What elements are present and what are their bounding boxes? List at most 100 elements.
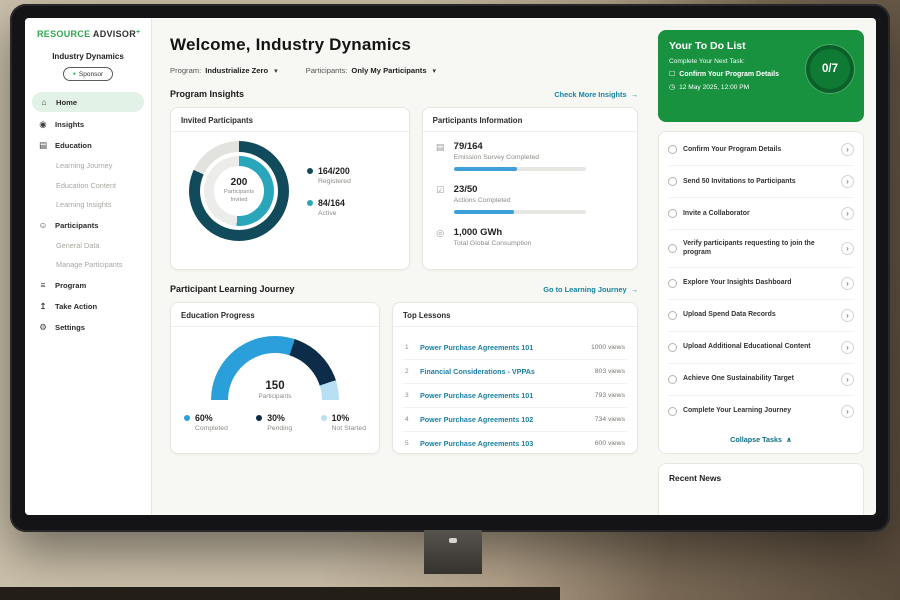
task-label: Invite a Collaborator — [683, 209, 750, 217]
lesson-title-link[interactable]: Power Purchase Agreements 102 — [420, 415, 534, 424]
chevron-right-icon[interactable]: › — [841, 340, 854, 354]
chevron-right-icon[interactable]: › — [841, 143, 854, 156]
task-checkbox[interactable] — [668, 243, 677, 253]
lesson-title-link[interactable]: Financial Considerations - VPPAs — [420, 367, 535, 376]
donut-center: 200 Participants Invited — [215, 167, 263, 215]
invited-legend: 164/200 Registered 84/164 Active — [307, 166, 351, 217]
stat-actions-completed: ☑ 23/50 Actions Completed — [433, 184, 627, 214]
check-more-insights-link[interactable]: Check More Insights → — [554, 90, 638, 99]
sidebar-item-manage-participants[interactable]: Manage Participants — [25, 255, 151, 275]
lesson-row[interactable]: 4 Power Purchase Agreements 102 734 view… — [403, 408, 627, 432]
task-row[interactable]: Complete Your Learning Journey › — [668, 396, 854, 427]
task-row[interactable]: Explore Your Insights Dashboard › — [668, 268, 854, 300]
sidebar-item-label: Home — [56, 97, 78, 107]
lesson-row[interactable]: 3 Power Purchase Agreements 101 793 view… — [403, 384, 627, 408]
todo-panel: Your To Do List Complete Your Next Task:… — [652, 18, 876, 515]
sidebar-item-label: Take Action — [55, 301, 98, 311]
legend-label: Active — [318, 209, 337, 217]
sidebar-item-label: General Data — [56, 240, 100, 250]
participants-filter-value: Only My Participants — [351, 66, 427, 75]
collapse-up-icon: ∧ — [785, 434, 792, 444]
go-to-learning-journey-label: Go to Learning Journey — [543, 284, 627, 294]
sidebar: RESOURCE ADVISOR+ Industry Dynamics ● Sp… — [25, 18, 152, 515]
task-row[interactable]: Upload Spend Data Records › — [668, 300, 854, 332]
sidebar-item-take-action[interactable]: ↥ Take Action — [25, 296, 151, 317]
lesson-row[interactable]: 2 Financial Considerations - VPPAs 803 v… — [403, 360, 627, 384]
education-legend: 60% Completed 30% Pending — [181, 413, 369, 432]
legend-label: Completed — [195, 425, 228, 432]
chevron-right-icon[interactable]: › — [841, 241, 854, 255]
lesson-row[interactable]: 1 Power Purchase Agreements 101 1000 vie… — [403, 336, 627, 360]
check-more-insights-label: Check More Insights — [554, 89, 627, 99]
task-checkbox[interactable] — [668, 342, 677, 352]
legend-value: 10% — [331, 413, 350, 423]
chevron-right-icon[interactable]: › — [841, 404, 854, 418]
chevron-right-icon[interactable]: › — [841, 207, 854, 220]
task-checkbox[interactable] — [668, 209, 677, 218]
lesson-title-link[interactable]: Power Purchase Agreements 101 — [420, 391, 534, 400]
lesson-title-link[interactable]: Power Purchase Agreements 101 — [420, 343, 534, 352]
task-row[interactable]: Achieve One Sustainability Target › — [668, 364, 854, 396]
sidebar-item-general-data[interactable]: General Data — [25, 236, 151, 256]
chevron-right-icon[interactable]: › — [841, 175, 854, 188]
logo-resource: RESOURCE — [37, 29, 91, 39]
sidebar-item-education-content[interactable]: Education Content — [25, 176, 151, 196]
task-checkbox[interactable] — [668, 278, 677, 288]
sidebar-item-education[interactable]: ▤ Education — [25, 135, 151, 156]
task-checkbox[interactable] — [668, 310, 677, 320]
sponsor-icon: ● — [72, 71, 76, 77]
task-row[interactable]: Invite a Collaborator › — [668, 198, 854, 230]
chevron-right-icon[interactable]: › — [841, 372, 854, 386]
lesson-rank: 5 — [405, 440, 409, 447]
task-checkbox[interactable] — [668, 177, 677, 186]
program-filter[interactable]: Program: Industrialize Zero ▾ — [170, 66, 278, 75]
todo-next-task[interactable]: ☐ Confirm Your Program Details — [669, 70, 853, 79]
main-content: Welcome, Industry Dynamics Program: Indu… — [152, 18, 652, 515]
invited-participants-card: Invited Participants 200 Participants In… — [170, 107, 410, 270]
donut-center-label: Participants Invited — [223, 189, 255, 203]
todo-subtitle: Complete Your Next Task: — [669, 58, 745, 65]
lesson-rank: 4 — [405, 416, 409, 423]
legend-dot-pending — [256, 415, 263, 421]
task-row[interactable]: Send 50 Invitations to Participants › — [668, 166, 854, 198]
stat-label: Total Global Consumption — [453, 240, 532, 247]
chevron-right-icon[interactable]: › — [841, 276, 854, 290]
go-to-learning-journey-link[interactable]: Go to Learning Journey → — [543, 285, 638, 294]
task-row[interactable]: Upload Additional Educational Content › — [668, 332, 854, 364]
sidebar-item-settings[interactable]: ⚙ Settings — [25, 317, 151, 338]
task-row[interactable]: Confirm Your Program Details › — [668, 134, 854, 166]
sidebar-item-home[interactable]: ⌂ Home — [32, 92, 144, 112]
arrow-right-icon: → — [630, 284, 638, 294]
program-filter-value: Industrialize Zero — [205, 66, 269, 75]
legend-label: Registered — [318, 177, 351, 185]
chevron-right-icon[interactable]: › — [841, 308, 854, 322]
sponsor-badge[interactable]: ● Sponsor — [62, 67, 114, 81]
program-filter-label: Program: — [170, 66, 202, 75]
participants-filter[interactable]: Participants: Only My Participants ▾ — [306, 66, 436, 75]
sidebar-item-insights[interactable]: ◉ Insights — [25, 114, 151, 135]
task-label: Complete Your Learning Journey — [683, 407, 792, 415]
task-checkbox[interactable] — [668, 406, 677, 416]
sidebar-item-label: Program — [55, 280, 87, 290]
lesson-row[interactable]: 5 Power Purchase Agreements 103 600 view… — [403, 432, 627, 455]
legend-item-active: 84/164 Active — [307, 198, 351, 217]
lesson-title-link[interactable]: Power Purchase Agreements 103 — [420, 439, 534, 448]
chevron-down-icon: ▾ — [432, 67, 437, 75]
lesson-views: 803 views — [594, 368, 625, 375]
sidebar-item-learning-journey[interactable]: Learning Journey — [25, 156, 151, 176]
sidebar-item-participants[interactable]: ☺ Participants — [25, 215, 151, 236]
sidebar-item-learning-insights[interactable]: Learning Insights — [25, 195, 151, 215]
recent-news-title: Recent News — [669, 472, 722, 483]
sidebar-item-program[interactable]: ≡ Program — [25, 275, 151, 296]
actions-progress-bar — [453, 210, 586, 214]
todo-progress-ring: 0/7 — [806, 45, 854, 93]
todo-task-list: Confirm Your Program Details › Send 50 I… — [658, 131, 864, 454]
task-checkbox[interactable] — [668, 145, 677, 154]
participants-information-card: Participants Information ▤ 79/164 Emissi… — [421, 107, 638, 270]
task-row[interactable]: Verify participants requesting to join t… — [668, 230, 854, 268]
actions-icon: ☑ — [436, 185, 445, 195]
collapse-tasks-button[interactable]: Collapse Tasks ∧ — [668, 427, 854, 453]
task-checkbox[interactable] — [668, 374, 677, 384]
top-lessons-card: Top Lessons 1 Power Purchase Agreements … — [392, 302, 638, 454]
invited-participants-title: Invited Participants — [171, 116, 409, 132]
